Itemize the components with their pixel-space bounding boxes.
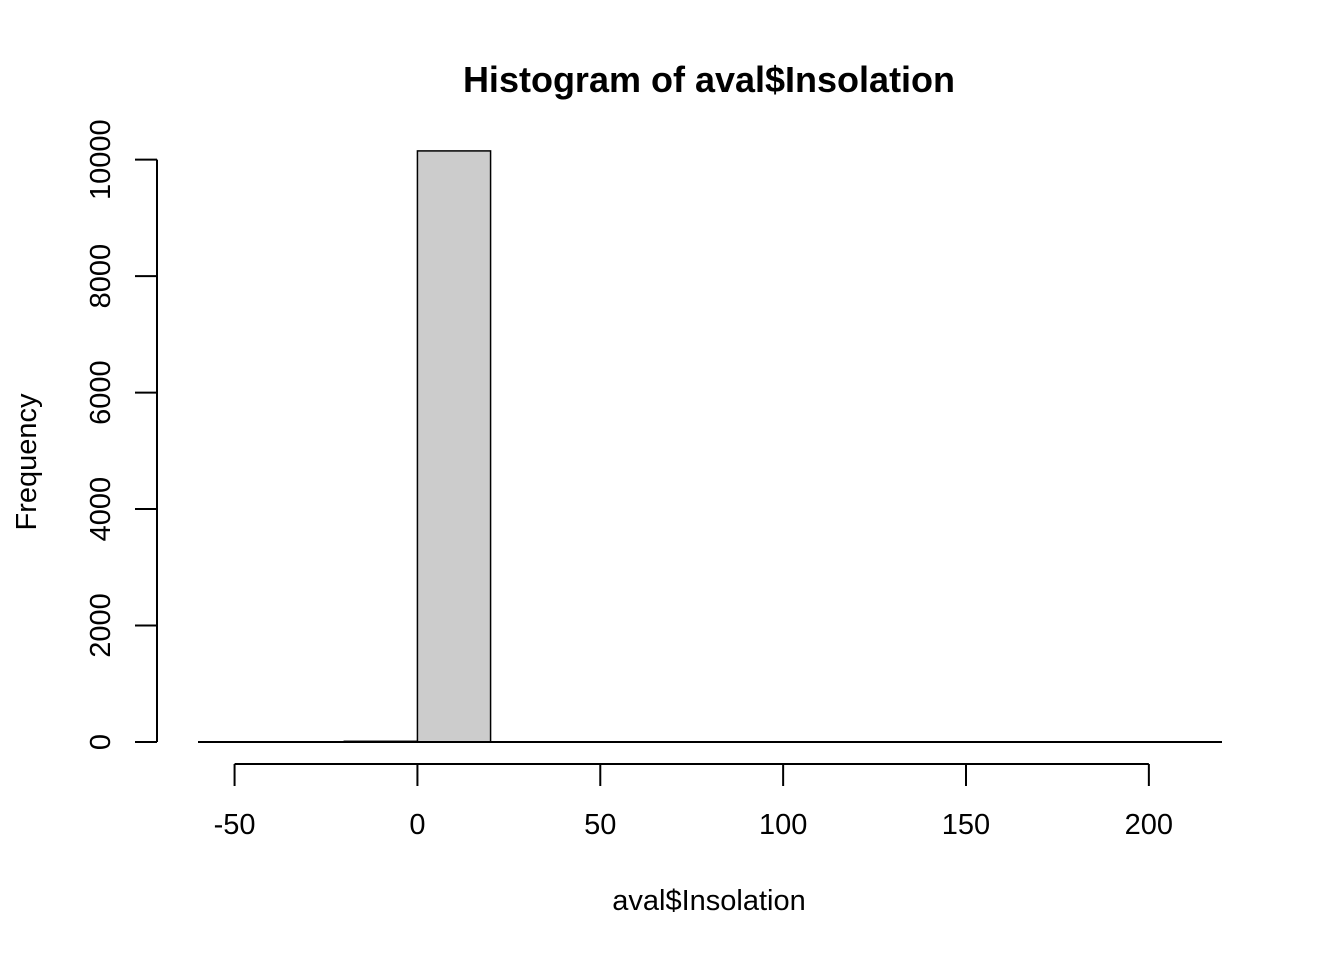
x-tick-label: 0	[409, 809, 425, 841]
bars-group	[198, 150, 1222, 743]
y-tick-label: 6000	[85, 360, 117, 425]
x-axis: -50 0 50 100 150 200	[214, 763, 1173, 841]
x-tick-label: 150	[942, 809, 990, 841]
y-axis-label: Frequency	[11, 393, 43, 531]
x-tick-label: 100	[759, 809, 807, 841]
y-tick-label: 10000	[85, 119, 117, 200]
y-tick-label: 0	[85, 734, 117, 750]
y-tick-label: 4000	[85, 477, 117, 542]
y-axis: 0 2000 4000 6000 8000 10000	[85, 119, 158, 750]
chart-title: Histogram of aval$Insolation	[463, 59, 955, 100]
x-tick-label: 50	[584, 809, 616, 841]
x-axis-label: aval$Insolation	[612, 885, 805, 917]
histogram-bar	[416, 150, 492, 743]
x-tick-label: 200	[1125, 809, 1173, 841]
y-tick-label: 8000	[85, 244, 117, 309]
x-tick-label: -50	[214, 809, 256, 841]
y-tick-label: 2000	[85, 593, 117, 658]
